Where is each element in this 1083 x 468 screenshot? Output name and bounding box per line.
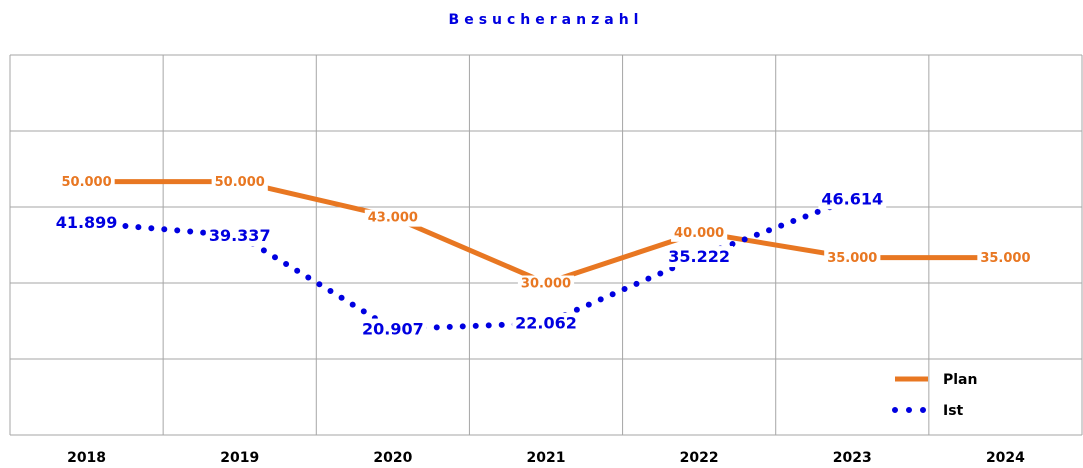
data-label: 39.337 xyxy=(209,226,271,245)
data-label-bg xyxy=(52,212,121,234)
data-label: 40.000 xyxy=(674,226,724,241)
data-label: 50.000 xyxy=(61,175,111,190)
data-label: 22.062 xyxy=(515,314,577,333)
data-label: 35.222 xyxy=(668,247,730,266)
data-label: 41.899 xyxy=(56,213,118,232)
data-label: 35.000 xyxy=(827,251,877,266)
x-tick-label: 2019 xyxy=(220,450,259,466)
x-tick-label: 2023 xyxy=(833,450,872,466)
data-label-bg xyxy=(517,275,575,293)
data-label-bg xyxy=(512,312,580,334)
data-label: 46.614 xyxy=(821,189,883,208)
data-label-bg xyxy=(671,224,728,242)
data-label-bg xyxy=(211,174,268,192)
data-label: 35.000 xyxy=(980,251,1030,266)
x-tick-label: 2022 xyxy=(680,450,719,466)
data-label: 30.000 xyxy=(521,277,571,292)
data-label-bg xyxy=(977,250,1034,268)
data-label: 50.000 xyxy=(215,175,265,190)
x-tick-label: 2021 xyxy=(527,450,566,466)
data-label-bg xyxy=(58,174,115,192)
data-label-bg xyxy=(824,250,881,268)
x-tick-label: 2018 xyxy=(67,450,106,466)
data-label-bg xyxy=(665,246,734,268)
data-label-bg xyxy=(358,318,427,340)
x-tick-label: 2024 xyxy=(986,450,1025,466)
data-label-bg xyxy=(205,225,274,247)
legend-label: Ist xyxy=(943,403,964,419)
data-label-bg xyxy=(818,188,887,210)
x-tick-label: 2020 xyxy=(373,450,412,466)
data-label-bg xyxy=(364,209,421,227)
data-label: 20.907 xyxy=(362,320,424,339)
legend-label: Plan xyxy=(943,372,977,388)
data-label: 43.000 xyxy=(368,211,418,226)
chart-title: Besucheranzahl xyxy=(449,12,644,28)
